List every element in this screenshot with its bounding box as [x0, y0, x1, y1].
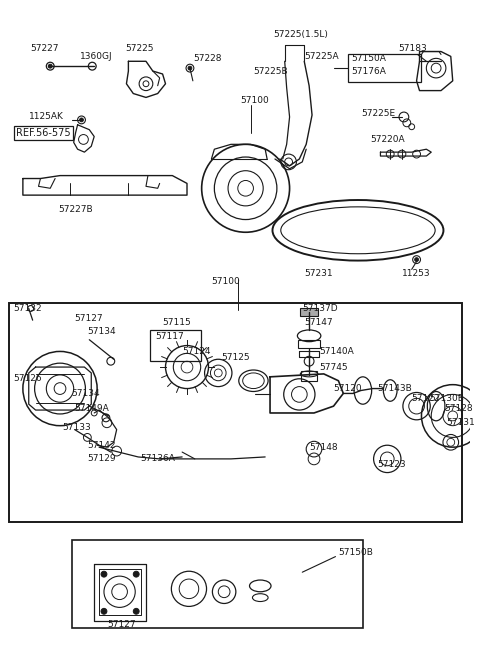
Text: 57120: 57120 [334, 384, 362, 393]
Circle shape [133, 571, 139, 577]
Text: 57176A: 57176A [351, 67, 386, 75]
Text: 57100: 57100 [211, 276, 240, 286]
Bar [150, 330, 201, 361]
Text: 57225A: 57225A [304, 52, 339, 61]
Bar [348, 54, 421, 82]
Text: 57115: 57115 [163, 318, 192, 327]
Text: 57130B: 57130B [429, 394, 464, 403]
Text: 57228: 57228 [193, 54, 221, 63]
Text: 57134: 57134 [87, 328, 116, 337]
Text: 57127: 57127 [107, 620, 135, 629]
Text: 57142: 57142 [87, 441, 116, 450]
Text: 57225B: 57225B [253, 67, 288, 75]
Text: 57150A: 57150A [351, 54, 386, 63]
Circle shape [188, 66, 192, 70]
Text: 57128: 57128 [444, 403, 472, 413]
Text: 57225(1.5L): 57225(1.5L) [273, 30, 328, 39]
Text: 57137D: 57137D [302, 304, 338, 313]
Text: 57227: 57227 [31, 44, 59, 53]
Text: 57117: 57117 [156, 332, 184, 341]
Text: 57125: 57125 [221, 353, 250, 362]
Text: 57131: 57131 [446, 419, 475, 427]
Text: 57136A: 57136A [140, 455, 175, 463]
Text: 57122: 57122 [412, 394, 440, 403]
Text: 1125AK: 1125AK [29, 113, 64, 121]
Text: 57147: 57147 [304, 318, 333, 327]
Circle shape [133, 608, 139, 614]
Text: 57150B: 57150B [338, 548, 373, 557]
Text: 57143B: 57143B [377, 384, 412, 393]
Circle shape [101, 608, 107, 614]
Text: 57129: 57129 [87, 455, 116, 463]
Text: 57134: 57134 [72, 389, 100, 398]
Text: REF.56-575: REF.56-575 [16, 128, 71, 138]
Text: 57227B: 57227B [58, 205, 93, 214]
Text: 1360GJ: 1360GJ [80, 52, 112, 61]
Text: 57220A: 57220A [371, 135, 405, 144]
Circle shape [48, 64, 52, 68]
Text: 57123: 57123 [377, 460, 406, 469]
Text: 57148: 57148 [309, 443, 338, 452]
Text: 57132: 57132 [13, 304, 42, 313]
Circle shape [415, 257, 419, 261]
Text: 57133: 57133 [62, 423, 91, 432]
Bar [299, 340, 320, 348]
Text: 57126: 57126 [13, 374, 42, 383]
Text: 57124: 57124 [182, 347, 211, 356]
Text: 57745: 57745 [319, 363, 348, 371]
Text: 11253: 11253 [402, 269, 431, 278]
Circle shape [80, 118, 84, 122]
Text: 57231: 57231 [304, 269, 333, 278]
Text: 57225: 57225 [125, 44, 154, 53]
Bar [300, 309, 318, 316]
Bar [9, 303, 463, 523]
Text: 57225E: 57225E [361, 109, 395, 117]
Text: 57149A: 57149A [75, 403, 109, 413]
Text: 57140A: 57140A [319, 347, 354, 356]
Bar [72, 540, 363, 628]
Text: 57100: 57100 [241, 96, 269, 105]
Text: 57183: 57183 [398, 44, 427, 53]
Bar [301, 371, 317, 381]
Circle shape [101, 571, 107, 577]
Text: 57127: 57127 [75, 314, 103, 323]
